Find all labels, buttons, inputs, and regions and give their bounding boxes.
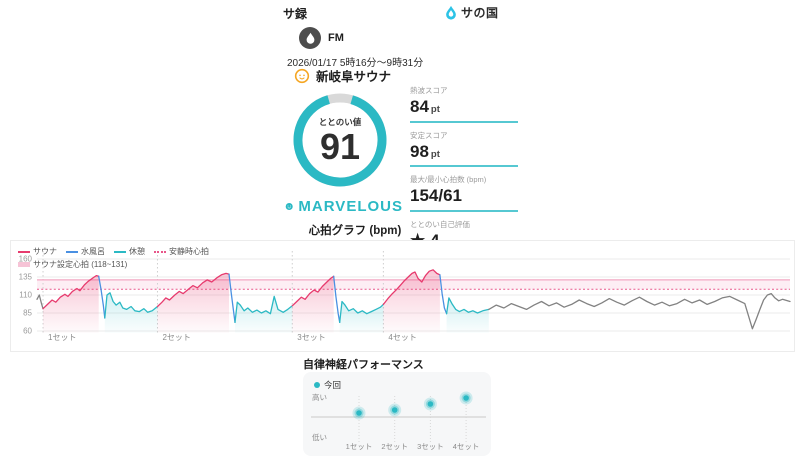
hr-chart-panel: サウナ 水風呂 休憩 安静時心拍サウナ設定心拍 (118~131) 160 135 110… — [10, 240, 795, 352]
hr-chart-svg: 160 135 110 85 60 1セット 2セット 3セット 4セット — [19, 251, 791, 342]
anp-chart-panel: 今回 高い低い 1セット 2セット 3セット 4セット — [303, 372, 491, 456]
anp-chart-title: 自律神経パフォーマンス — [303, 359, 424, 371]
anp-legend-label: 今回 — [324, 380, 342, 390]
anp-chart-legend: 今回 — [314, 379, 341, 391]
svg-text:110: 110 — [19, 291, 32, 300]
legend-swatch-icon — [114, 250, 126, 253]
brand-name: サの国 — [461, 6, 499, 20]
stat-value: 84 pt — [410, 97, 518, 123]
stat-label: 安定スコア — [410, 130, 448, 140]
stat-label: ととのい自己評価 — [410, 220, 470, 230]
svg-text:3セット: 3セット — [297, 333, 325, 342]
legend-item: サウナ設定心拍 (118~131) — [18, 259, 127, 270]
svg-text:4セット: 4セット — [388, 333, 416, 342]
svg-text:60: 60 — [23, 327, 32, 336]
legend-item: サウナ — [18, 246, 57, 257]
legend-swatch-icon — [154, 250, 166, 253]
svg-text:2セット: 2セット — [162, 333, 190, 342]
svg-text:低い: 低い — [312, 432, 327, 442]
venue-link[interactable]: 新岐阜サウナ — [294, 66, 391, 85]
svg-text:160: 160 — [19, 255, 33, 264]
stat-item: 安定スコア 98 pt — [410, 130, 518, 168]
svg-text:1セット: 1セット — [48, 333, 76, 342]
user-row: FM — [299, 27, 344, 49]
stat-label: 熱波スコア — [410, 86, 448, 95]
stat-unit: pt — [430, 104, 440, 115]
svg-text:4セット: 4セット — [453, 442, 480, 451]
water-drop-icon — [446, 5, 456, 20]
svg-text:1セット: 1セット — [346, 442, 373, 451]
page-title: サ録 — [283, 7, 308, 21]
hr-chart-title: 心拍グラフ (bpm) — [308, 225, 402, 237]
stat-value: 154/61 — [410, 187, 518, 213]
legend-label: 安静時心拍 — [169, 247, 209, 256]
session-datetime: 2026/01/17 5時16分〜9時31分 — [287, 58, 424, 69]
legend-item: 休憩 — [114, 246, 145, 257]
legend-label: 水風呂 — [81, 247, 105, 256]
svg-text:85: 85 — [23, 309, 32, 318]
legend-label: 休憩 — [129, 247, 145, 256]
venue-name: 新岐阜サウナ — [316, 70, 392, 84]
svg-text:2セット: 2セット — [381, 442, 408, 451]
stat-label: 最大/最小心拍数 (bpm) — [410, 175, 487, 185]
stat-item: 熱波スコア 84 pt — [410, 85, 518, 123]
brand-logo[interactable]: サの国 — [444, 4, 499, 21]
user-name: FM — [328, 32, 344, 44]
venue-mascot-icon — [294, 68, 310, 83]
svg-text:高い: 高い — [312, 392, 327, 402]
avatar-drop-icon — [306, 32, 314, 44]
rating-row: MARVELOUS — [285, 198, 403, 215]
gauge-ring — [293, 93, 387, 187]
legend-dot-icon — [314, 382, 320, 388]
stat-value: 98 pt — [410, 142, 518, 168]
svg-text:135: 135 — [19, 273, 33, 282]
totonoi-gauge: ととのい値 91 — [292, 92, 388, 188]
stat-item: 最大/最小心拍数 (bpm) 154/61 — [410, 174, 518, 213]
legend-swatch-icon — [18, 262, 30, 267]
avatar — [299, 27, 321, 49]
legend-label: サウナ設定心拍 (118~131) — [33, 260, 128, 269]
legend-swatch-icon — [66, 250, 78, 253]
stat-unit: pt — [430, 148, 440, 160]
legend-item: 安静時心拍 — [154, 246, 209, 257]
svg-text:3セット: 3セット — [417, 442, 444, 451]
rating-text: MARVELOUS — [298, 198, 403, 215]
marvelous-mascot-icon — [285, 202, 293, 211]
hr-chart-legend: サウナ 水風呂 休憩 安静時心拍サウナ設定心拍 (118~131) — [18, 244, 233, 270]
legend-label: サウナ — [33, 247, 57, 256]
legend-item: 水風呂 — [66, 246, 105, 257]
legend-swatch-icon — [18, 250, 30, 253]
